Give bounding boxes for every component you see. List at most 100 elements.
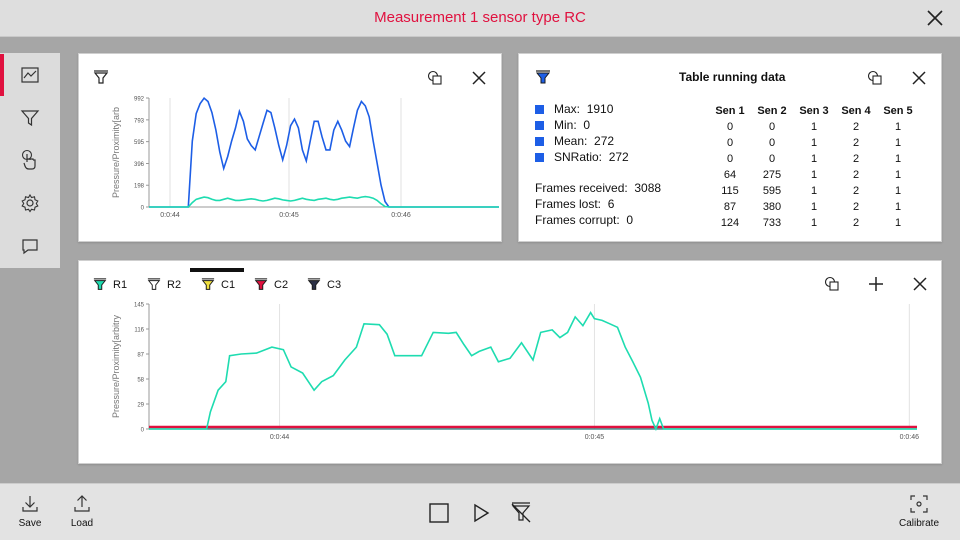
table-panel-title: Table running data: [679, 70, 786, 84]
legend-item-r2[interactable]: R2: [147, 277, 181, 293]
top-left-chart-panel: 0:0:44 0:0:45 0:0:46 992 793 595 396 198 0 Pressu…: [78, 53, 502, 242]
stat-marker: [535, 136, 544, 146]
close-icon: [913, 277, 927, 291]
column-header: Sen 2: [757, 105, 787, 117]
duplicate-icon: [867, 70, 882, 85]
table-cell: 64: [723, 169, 737, 181]
stat-marker: [535, 120, 544, 130]
panel-sensor-icon: [93, 70, 109, 84]
table-row: 87 380 1 2 1: [709, 199, 919, 215]
legend-item-r1[interactable]: R1: [93, 277, 127, 293]
table-cell: 0: [768, 137, 776, 149]
stat-min: Min: 0: [535, 118, 590, 132]
panel1-duplicate-button[interactable]: [425, 68, 445, 88]
duplicate-icon: [824, 276, 839, 291]
y-tick-label: 145: [134, 303, 145, 309]
legend-item-c3[interactable]: C3: [307, 277, 341, 293]
legend-filter-icon: [201, 278, 215, 290]
panel3-close-button[interactable]: [910, 274, 930, 294]
clear-filter-button[interactable]: [510, 502, 532, 524]
table-cell: 2: [852, 121, 860, 133]
column-header: Sen 5: [883, 105, 913, 117]
left-toolbar: [0, 53, 60, 268]
table-cell: 1: [894, 185, 902, 197]
toolbar-settings-button[interactable]: [0, 182, 60, 224]
stop-icon: [429, 503, 449, 523]
table-cell: 2: [852, 153, 860, 165]
series-line: [149, 195, 499, 208]
panel3-duplicate-button[interactable]: [822, 274, 842, 294]
legend-filter-icon: [147, 278, 161, 290]
table-cell: 2: [852, 185, 860, 197]
table-cell: 115: [721, 185, 739, 197]
bottom-chart-panel: R1 R2 C1 C2 C3 0:0:44 0:0:45 0:0:46 145 116 8…: [78, 260, 942, 464]
legend-filter-icon: [307, 278, 321, 290]
stat-marker: [535, 152, 544, 162]
calibrate-button[interactable]: Calibrate: [896, 494, 942, 529]
x-tick-label: 0:0:44: [270, 434, 290, 441]
legend-filter-icon: [93, 278, 107, 290]
close-icon: [927, 10, 943, 26]
y-tick-label: 0: [141, 206, 145, 212]
table-cell: 1: [894, 201, 902, 213]
panel-sensor-icon: [535, 70, 551, 84]
column-header: Sen 3: [799, 105, 829, 117]
table-cell: 87: [723, 201, 737, 213]
stat-mean: Mean: 272: [535, 134, 614, 148]
y-tick-label: 992: [134, 97, 145, 103]
filter-icon: [20, 110, 40, 127]
table-cell: 1: [894, 137, 902, 149]
table-cell: 2: [852, 217, 860, 229]
panel2-close-button[interactable]: [909, 68, 929, 88]
table-cell: 0: [726, 137, 734, 149]
x-tick-label: 0:0:45: [585, 434, 605, 441]
legend-filter-icon: [254, 278, 268, 290]
column-header: Sen 4: [841, 105, 871, 117]
close-window-button[interactable]: [926, 9, 944, 27]
panel1-close-button[interactable]: [469, 68, 489, 88]
toolbar-comment-button[interactable]: [0, 225, 60, 267]
x-tick-label: 0:0:45: [279, 212, 299, 219]
y-tick-label: 87: [137, 353, 144, 359]
panel2-duplicate-button[interactable]: [865, 68, 885, 88]
y-axis-label: Pressure/Proximity[arbitry: [111, 314, 121, 418]
toolbar-touch-button[interactable]: [0, 139, 60, 181]
table-cell: 595: [762, 185, 782, 197]
y-tick-label: 198: [134, 184, 145, 190]
save-button[interactable]: Save: [16, 494, 44, 529]
comment-icon: [22, 239, 38, 255]
window-title: Measurement 1 sensor type RC: [374, 9, 586, 26]
download-icon: [22, 496, 38, 512]
table-row: 124 733 1 2 1: [709, 215, 919, 231]
column-header: Sen 1: [715, 105, 745, 117]
table-cell: 1: [810, 137, 818, 149]
table-cell: 0: [768, 153, 776, 165]
y-tick-label: 116: [134, 328, 144, 334]
table-cell: 1: [810, 169, 818, 181]
frames-received: Frames received: 3088: [535, 181, 662, 195]
table-cell: 1: [810, 185, 818, 197]
toolbar-graph-button[interactable]: [0, 54, 60, 96]
legend-item-c2[interactable]: C2: [254, 277, 288, 293]
series-line-r1: [149, 311, 917, 432]
bottom-line-chart: 0:0:44 0:0:45 0:0:46 145 116 87 58 29 0 Pressure/…: [111, 303, 919, 442]
close-icon: [472, 71, 486, 85]
table-cell: 1: [894, 169, 902, 181]
table-cell: 380: [762, 201, 782, 213]
stop-button[interactable]: [428, 502, 450, 524]
frames-lost: Frames lost: 6: [535, 197, 615, 211]
panel3-add-button[interactable]: [866, 274, 886, 294]
legend-selected-indicator: [190, 268, 244, 272]
toolbar-filter-button[interactable]: [0, 97, 60, 139]
y-tick-label: 595: [134, 140, 145, 146]
table-cell: 1: [894, 121, 902, 133]
table-cell: 733: [762, 217, 782, 229]
frames-corrupt: Frames corrupt: 0: [535, 213, 634, 227]
graph-icon: [21, 67, 39, 83]
table-cell: 2: [852, 137, 860, 149]
y-tick-label: 396: [134, 162, 145, 168]
load-button[interactable]: Load: [68, 494, 96, 529]
play-button[interactable]: [470, 502, 492, 524]
legend-item-c1[interactable]: C1: [201, 277, 235, 293]
table-cell: 1: [810, 217, 818, 229]
